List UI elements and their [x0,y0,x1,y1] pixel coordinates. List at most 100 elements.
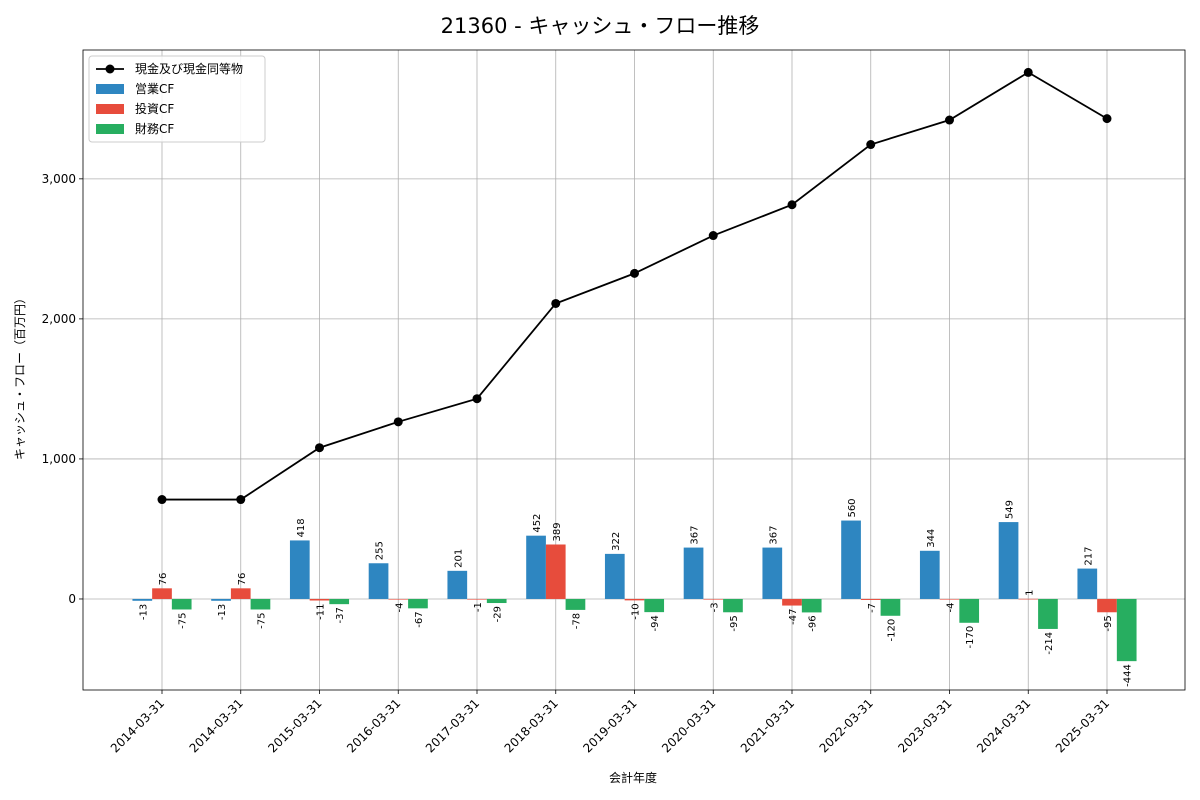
data-label: -444 [1123,664,1134,687]
line-point [1023,67,1033,77]
bar-投資CF [388,598,409,600]
data-label: 367 [690,525,701,544]
legend-box [88,55,266,143]
data-label: -95 [1103,615,1114,631]
data-label: -214 [1044,632,1055,655]
chart-title: 21360 - キャッシュ・フロー推移 [440,14,760,38]
legend-label: 財務CF [135,121,174,136]
x-tick-label: 2019-03-31 [580,696,639,755]
line-point [1102,114,1112,124]
line-point [236,495,246,505]
bar-投資CF [1097,598,1117,613]
line-point [393,417,403,427]
line-point [945,115,954,125]
bar-投資CF [309,598,330,601]
bar-財務CF [880,598,901,616]
data-label: 322 [611,532,622,551]
bar-営業CF [211,598,231,601]
data-label: 76 [158,573,169,586]
data-label: 217 [1083,546,1094,565]
x-tick-label: 2015-03-31 [265,696,324,755]
legend-swatch [96,104,124,114]
legend-swatch [96,124,124,134]
bar-投資CF [152,588,172,599]
data-label: 452 [532,514,543,533]
data-label: -96 [808,615,819,631]
x-tick-label: 2014-03-31 [108,696,167,755]
data-label: -75 [256,612,267,628]
y-tick-label: 2,000 [42,312,76,326]
legend-label: 営業CF [135,82,174,96]
bar-財務CF [171,598,192,610]
legend-label: 投資CF [135,101,174,116]
data-label: 76 [237,573,248,586]
bar-営業CF [841,520,861,599]
bar-財務CF [250,598,271,610]
bar-営業CF [526,535,546,599]
line-point [551,298,561,308]
data-label: 389 [552,522,563,541]
bar-営業CF [683,547,704,599]
data-label: 201 [453,549,464,568]
data-label: -7 [867,603,878,613]
data-label: -4 [394,603,405,613]
bar-投資CF [230,588,251,599]
data-label: 1 [1024,589,1035,595]
x-tick-label: 2016-03-31 [344,696,403,755]
grid-layer [83,50,1185,690]
bar-営業CF [447,570,468,599]
data-label: 418 [296,518,307,537]
bar-営業CF [762,547,783,599]
x-tick-label: 2022-03-31 [817,696,876,755]
line-point [472,394,482,404]
x-tick-label: 2021-03-31 [738,696,797,755]
x-tick-label: 2018-03-31 [502,696,561,755]
legend-line-marker [105,64,115,74]
y-tick-label: 3,000 [42,172,76,186]
data-label: -29 [493,606,504,622]
line-point [157,495,167,505]
x-tick-label: 2020-03-31 [659,696,718,755]
bar-投資CF [939,598,960,600]
legend-label: 現金及び現金同等物 [135,61,243,76]
y-tick-label: 0 [68,592,76,606]
bar-財務CF [408,598,428,609]
bar-営業CF [289,540,310,599]
x-tick-label: 2023-03-31 [895,696,954,755]
line-point [787,200,797,210]
x-tick-label: 2024-03-31 [974,696,1033,755]
bar-財務CF [644,598,665,613]
y-tick-label: 1,000 [42,452,76,466]
bar-営業CF [1077,568,1098,599]
line-layer [157,67,1112,505]
x-axis-label: 会計年度 [609,770,657,785]
bar-財務CF [1038,598,1058,629]
data-label: -94 [650,615,661,631]
bar-営業CF [604,553,625,599]
bar-投資CF [467,598,487,600]
data-label: -13 [138,604,149,620]
bar-投資CF [860,598,881,600]
bar-財務CF [565,598,586,610]
bar-財務CF [1116,598,1137,662]
bar-財務CF [723,598,743,613]
x-tick-label: 2014-03-31 [187,696,246,755]
data-label: 560 [847,498,858,517]
y-axis-label: キャッシュ・フロー（百万円） [13,292,27,460]
data-label: -3 [709,602,720,612]
bar-財務CF [486,598,507,604]
line-point [708,231,718,241]
data-labels-layer: -13 -13 418 255 201 452 322 367 367 560 344 549 217 7… [138,498,1133,686]
data-label: -95 [729,615,740,631]
bar-投資CF [1018,598,1039,600]
data-label: -11 [316,604,327,620]
data-label: 344 [926,529,937,548]
x-tick-label: 2025-03-31 [1053,696,1112,755]
bar-投資CF [703,598,724,600]
bar-財務CF [329,598,350,605]
bar-投資CF [782,598,802,606]
bar-財務CF [801,598,822,613]
